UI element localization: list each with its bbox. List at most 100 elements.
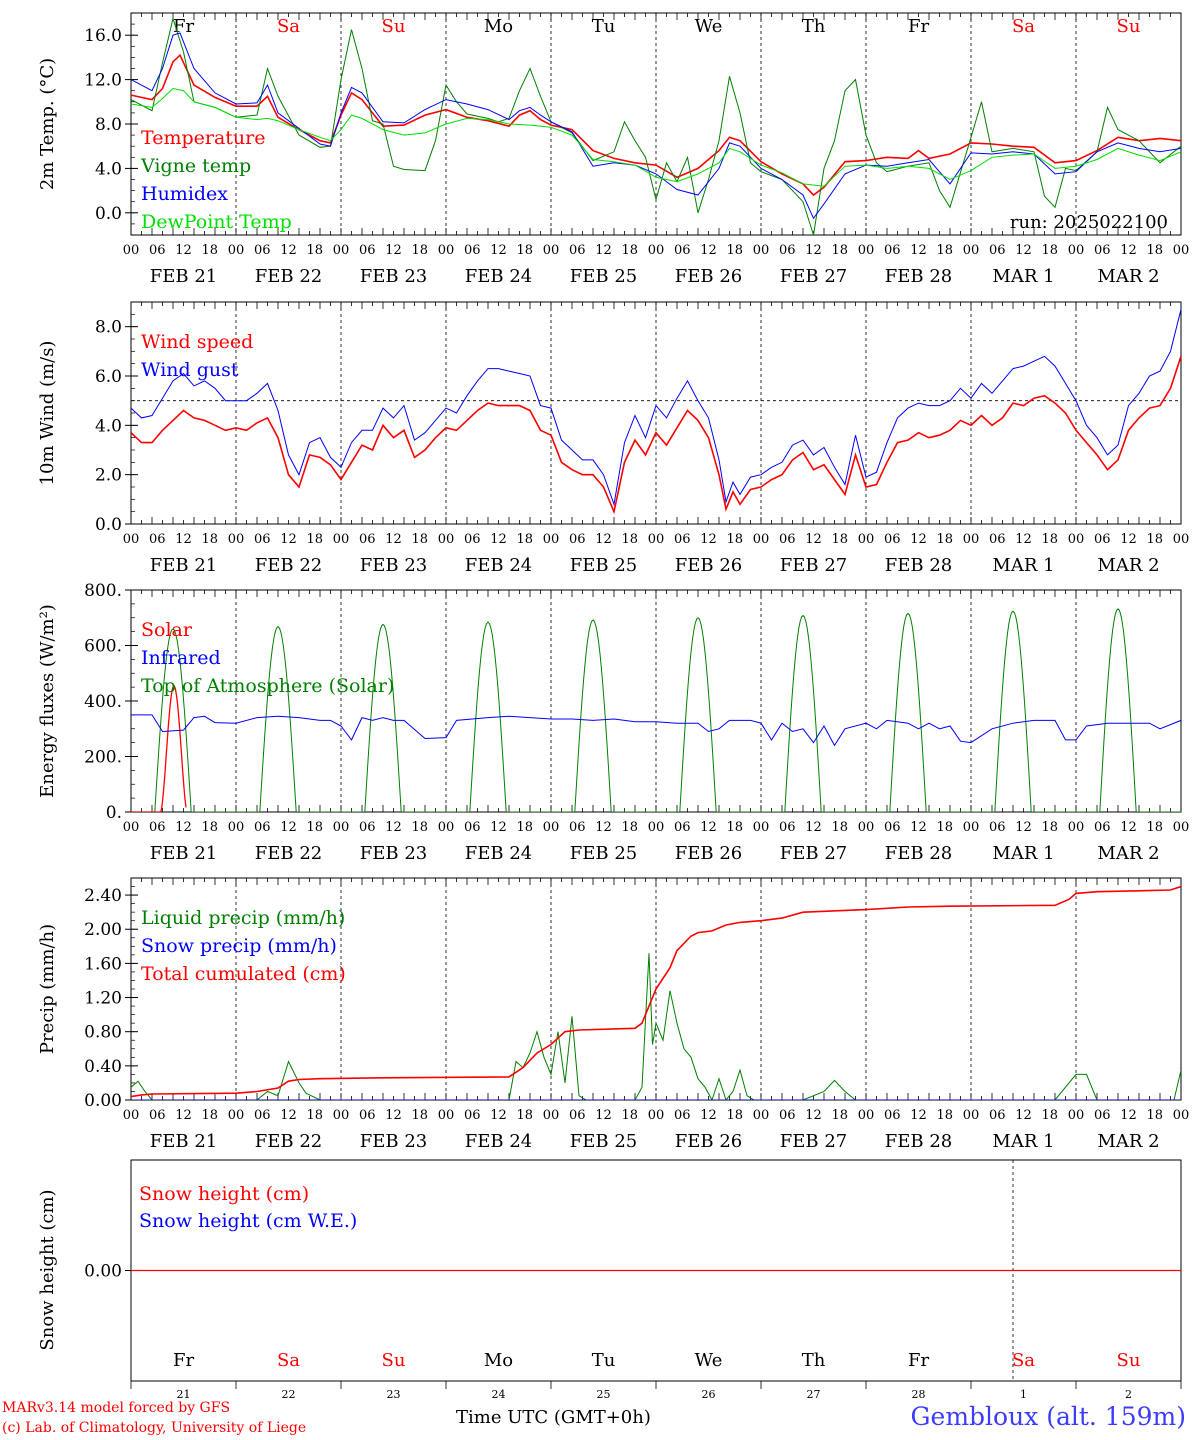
series-line-solar <box>131 685 187 812</box>
hour-tick-label: 12 <box>490 243 507 258</box>
hour-tick-label: 00 <box>123 1108 140 1123</box>
date-label: FEB 26 <box>675 1131 742 1152</box>
date-label: FEB 21 <box>150 843 217 864</box>
series-line-temperature <box>131 53 1181 197</box>
day-name-label: Su <box>382 16 406 37</box>
hour-tick-label: 12 <box>280 820 297 835</box>
legend-entry: Wind gust <box>141 359 239 381</box>
date-label: FEB 26 <box>675 266 742 287</box>
hour-tick-label: 00 <box>858 243 875 258</box>
hour-tick-label: 12 <box>1015 820 1032 835</box>
series-line-humidex <box>131 32 1181 220</box>
day-number-label: 26 <box>702 1388 716 1401</box>
day-name-label: Tu <box>592 16 616 37</box>
hour-tick-label: 00 <box>123 243 140 258</box>
hour-tick-label: 18 <box>1041 820 1058 835</box>
hour-tick-label: 18 <box>726 532 743 547</box>
hour-tick-label: 18 <box>516 1108 533 1123</box>
day-name-label: Sa <box>277 1350 300 1371</box>
date-label: FEB 23 <box>360 1131 427 1152</box>
hour-tick-label: 06 <box>359 820 376 835</box>
hour-tick-label: 06 <box>149 532 166 547</box>
hour-tick-label: 00 <box>438 1108 455 1123</box>
y-axis-label: Energy fluxes (W/m²) <box>37 604 58 798</box>
hour-tick-label: 00 <box>753 243 770 258</box>
location-label: Gembloux (alt. 159m) <box>910 1402 1186 1431</box>
day-name-label: Fr <box>173 1350 194 1371</box>
date-label: FEB 25 <box>570 555 637 576</box>
hour-tick-label: 00 <box>1068 1108 1085 1123</box>
hour-tick-label: 18 <box>201 243 218 258</box>
hour-tick-label: 18 <box>1041 1108 1058 1123</box>
hour-tick-label: 00 <box>753 1108 770 1123</box>
date-label: FEB 28 <box>885 555 952 576</box>
hour-tick-label: 12 <box>490 1108 507 1123</box>
date-label: MAR 2 <box>1097 1131 1159 1152</box>
date-label: FEB 21 <box>150 266 217 287</box>
hour-tick-label: 12 <box>595 1108 612 1123</box>
date-label: MAR 2 <box>1097 843 1159 864</box>
hour-tick-label: 06 <box>254 532 271 547</box>
day-name-label: Sa <box>1012 1350 1035 1371</box>
hour-tick-label: 12 <box>595 820 612 835</box>
date-label: FEB 26 <box>675 555 742 576</box>
hour-tick-label: 18 <box>936 243 953 258</box>
day-name-label: Fr <box>173 16 194 37</box>
y-tick-label: 0.00 <box>84 1091 122 1111</box>
hour-tick-label: 00 <box>438 243 455 258</box>
hour-tick-label: 12 <box>385 243 402 258</box>
hour-tick-label: 00 <box>1068 820 1085 835</box>
hour-tick-label: 18 <box>1146 243 1163 258</box>
legend-entry: Total cumulated (cm) <box>141 963 346 985</box>
hour-tick-label: 12 <box>175 820 192 835</box>
hour-tick-label: 00 <box>753 820 770 835</box>
hour-tick-label: 18 <box>411 532 428 547</box>
day-name-label: Su <box>1117 1350 1141 1371</box>
hour-tick-label: 18 <box>936 1108 953 1123</box>
hour-tick-label: 00 <box>543 532 560 547</box>
day-number-label: 1 <box>1020 1388 1027 1401</box>
hour-tick-label: 06 <box>569 243 586 258</box>
hour-tick-label: 00 <box>1173 243 1190 258</box>
series-line-total-cumulated-cm <box>131 885 1181 1098</box>
hour-tick-label: 18 <box>621 820 638 835</box>
hour-tick-label: 12 <box>385 820 402 835</box>
y-tick-label: 0.0 <box>95 204 122 224</box>
hour-tick-label: 00 <box>543 1108 560 1123</box>
hour-tick-label: 12 <box>805 243 822 258</box>
day-name-label: Th <box>802 1350 826 1371</box>
y-tick-label: 600. <box>84 637 122 657</box>
legend-entry: Solar <box>141 619 193 641</box>
day-name-label: Fr <box>908 16 929 37</box>
hour-tick-label: 00 <box>963 243 980 258</box>
hour-tick-label: 12 <box>1120 820 1137 835</box>
date-label: MAR 1 <box>992 1131 1054 1152</box>
day-name-label: Su <box>1117 16 1141 37</box>
hour-tick-label: 18 <box>1146 532 1163 547</box>
hour-tick-label: 06 <box>1094 532 1111 547</box>
series-line-wind-gust <box>131 309 1181 507</box>
hour-tick-label: 12 <box>1120 1108 1137 1123</box>
hour-tick-label: 12 <box>385 532 402 547</box>
date-label: FEB 28 <box>885 843 952 864</box>
time-axis-label: Time UTC (GMT+0h) <box>456 1407 651 1428</box>
y-tick-label: 8.0 <box>95 115 122 135</box>
date-label: FEB 27 <box>780 555 847 576</box>
date-label: FEB 23 <box>360 266 427 287</box>
y-tick-label: 0.0 <box>95 515 122 535</box>
legend-entry: Snow height (cm W.E.) <box>139 1210 357 1232</box>
day-name-label: Tu <box>592 1350 616 1371</box>
credit-line-1: MARv3.14 model forced by GFS <box>2 1400 231 1416</box>
hour-tick-label: 18 <box>201 1108 218 1123</box>
legend-entry: Infrared <box>141 647 221 669</box>
hour-tick-label: 18 <box>516 243 533 258</box>
date-label: FEB 27 <box>780 1131 847 1152</box>
hour-tick-label: 12 <box>595 532 612 547</box>
date-label: FEB 22 <box>255 1131 322 1152</box>
hour-tick-label: 06 <box>464 532 481 547</box>
day-number-label: 21 <box>177 1388 191 1401</box>
hour-tick-label: 12 <box>280 1108 297 1123</box>
hour-tick-label: 18 <box>1146 1108 1163 1123</box>
date-label: FEB 24 <box>465 266 532 287</box>
